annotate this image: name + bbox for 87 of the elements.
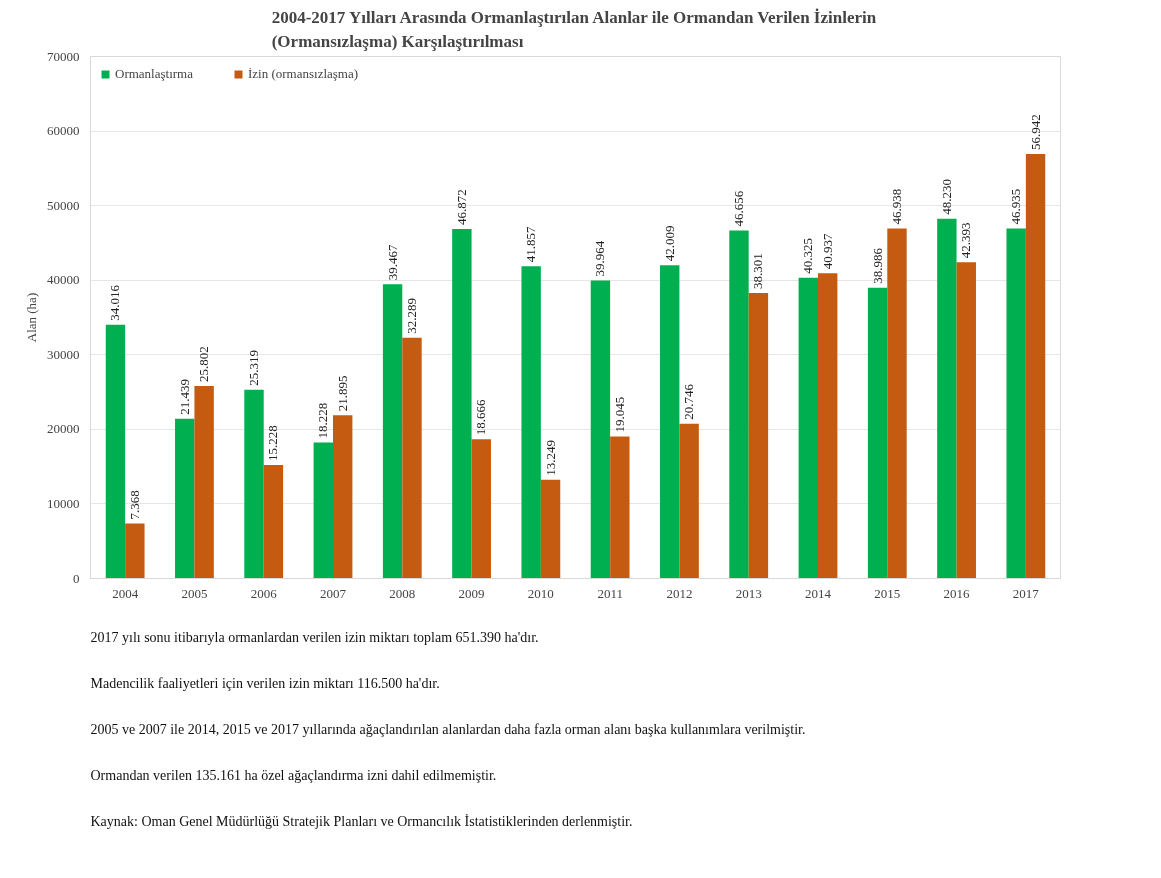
data-label: 21.895 [334,375,350,412]
text: Kaynak: Oman Genel Müdürlüğü Stratejik Planları ve Ormancılık İstatistiklerinden derlenmiştir. [90,814,633,830]
bar [105,324,126,579]
bar [818,273,838,579]
bar [313,442,333,579]
data-label: 38.301 [750,253,766,289]
data-label: 18.666 [473,399,489,436]
y-tick-label: 10000 [47,495,80,511]
x-tick-label: 2017 [1012,585,1040,601]
data-label: 20.746 [681,383,697,420]
bar [937,218,957,579]
data-label: 41.857 [523,226,539,263]
x-tick-label: 2012 [666,585,693,601]
bar [1006,228,1026,579]
bar [610,436,630,579]
data-label: 40.325 [800,238,816,274]
data-label: 7.368 [126,490,142,520]
y-tick-label: 40000 [47,272,80,288]
bar [402,337,422,579]
text: 2017 yılı sonu itibarıyla ormanlardan verilen izin miktarı toplam 651.390 ha'dır. [90,630,539,646]
data-label: 19.045 [611,396,627,433]
bar [452,228,472,579]
data-label: 15.228 [265,425,281,461]
x-tick-label: 2010 [527,585,554,601]
bar [798,277,818,579]
data-label: 39.964 [592,240,608,277]
bar [729,230,749,579]
bar [1025,153,1046,579]
legend-label: Ormanlaştırma [115,66,193,82]
bar [590,280,611,579]
data-label: 39.467 [384,243,400,281]
x-tick-label: 2011 [597,585,623,601]
bar [748,292,769,579]
bar [521,266,541,579]
data-label: 46.938 [888,188,904,225]
bar [956,262,976,579]
x-tick-label: 2008 [389,585,416,601]
data-label: 21.439 [176,378,192,415]
data-label: 32.289 [403,297,419,334]
bar [867,287,888,579]
bar [540,479,561,579]
text: Ormandan verilen 135.161 ha özel ağaçlandırma izni dahil edilmemiştir. [90,768,497,784]
x-tick-label: 2013 [735,585,762,601]
data-label: 46.935 [1008,188,1024,225]
data-label: 40.937 [819,232,835,270]
data-label: 42.009 [661,225,677,262]
data-label: 25.319 [246,349,262,386]
y-tick-label: 0 [73,570,80,586]
data-label: 18.228 [315,402,331,439]
bar [194,386,214,579]
bar [382,284,403,579]
x-tick-label: 2007 [320,585,347,601]
bar [125,523,145,579]
x-tick-label: 2009 [458,585,485,601]
data-label: 48.230 [938,179,954,215]
y-axis-title: Alan (ha) [24,292,39,343]
bar [660,265,680,579]
bar [175,418,195,579]
y-tick-label: 30000 [47,346,80,362]
bar [471,439,491,579]
chart-title: 2004-2017 Yılları Arasında Ormanlaştırılan Alanlar ile Ormandan Verilen İzinlerin (Ormansızlaşma) Karşılaştırılması [271,7,877,52]
data-label: 34.016 [107,284,123,321]
text: 2005 ve 2007 ile 2014, 2015 ve 2017 yıllarında ağaçlandırılan alanlardan daha fazla orman alanı başka kullanımlara verilmiştir. [90,722,806,738]
bar [244,389,264,579]
data-label: 46.872 [453,189,469,225]
y-tick-label: 50000 [47,197,80,213]
legend-label: İzin (ormansızlaşma) [247,66,359,82]
x-tick-label: 2016 [943,585,971,601]
x-tick-label: 2006 [250,585,278,601]
y-tick-label: 60000 [47,123,80,139]
x-tick-label: 2014 [805,585,832,601]
x-tick-label: 2004 [112,585,139,601]
data-label: 46.656 [731,190,747,227]
data-label: 38.986 [869,247,885,284]
bar [333,415,353,579]
data-label: 56.942 [1027,114,1043,150]
text: Madencilik faaliyetleri için verilen izin miktarı 116.500 ha'dır. [90,676,440,692]
bar [679,423,699,579]
bar [263,464,284,579]
y-tick-label: 20000 [47,421,80,437]
y-tick-label: 70000 [47,48,80,64]
data-label: 25.802 [196,346,212,383]
data-label: 42.393 [958,222,974,259]
x-tick-label: 2005 [181,585,208,601]
data-label: 13.249 [542,439,558,476]
x-tick-label: 2015 [874,585,901,601]
bar [887,228,907,579]
